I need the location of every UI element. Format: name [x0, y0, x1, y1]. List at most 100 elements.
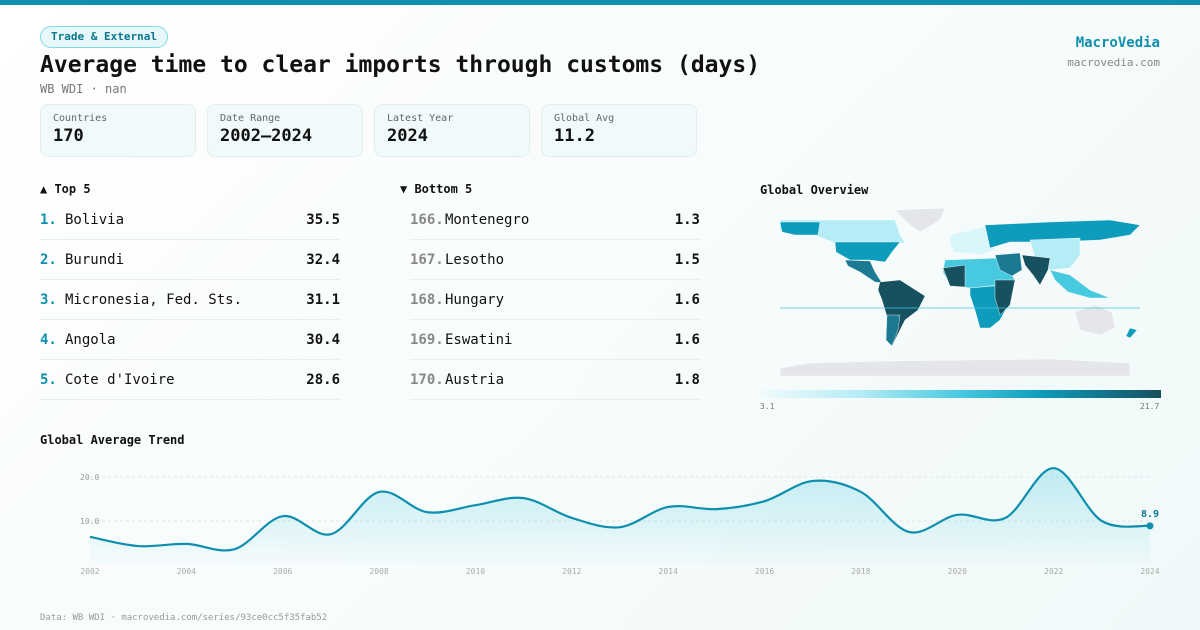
x-tick-label: 2022	[1044, 567, 1063, 576]
top5-heading: ▲ Top 5	[40, 182, 91, 196]
rank: 1.	[40, 211, 57, 228]
country-name: Angola	[65, 331, 116, 348]
rank: 4.	[40, 331, 57, 348]
rank: 170.	[410, 371, 444, 388]
country-name: Hungary	[445, 291, 505, 308]
rank: 169.	[410, 331, 444, 348]
x-tick-label: 2016	[755, 567, 774, 576]
footer-source: Data: WB WDI · macrovedia.com/series/93c…	[40, 613, 328, 623]
map-region-antarctica	[779, 358, 1131, 377]
country-name: Burundi	[65, 251, 125, 268]
rank: 5.	[40, 371, 57, 388]
trend-chart: 10.0 20.0 8.9 2002 2004 2006 2008 2010 2012 2014 2…	[80, 467, 1160, 576]
top5-list-item[interactable]: 5. Cote d'Ivoire 28.6	[40, 360, 340, 400]
x-tick-label: 2012	[562, 567, 581, 576]
country-value: 1.8	[674, 371, 700, 388]
map-region-africa-west	[942, 264, 966, 288]
color-scale-min: 3.1	[760, 402, 775, 411]
stat-card-countries: Countries 170	[40, 104, 196, 157]
x-tick-label: 2008	[369, 567, 388, 576]
map-region-argentina	[885, 314, 901, 347]
trend-line	[89, 467, 1151, 552]
brand-url[interactable]: macrovedia.com	[1067, 56, 1160, 69]
country-name: Eswatini	[445, 331, 513, 348]
bottom5-list-item[interactable]: 166. Montenegro 1.3	[410, 200, 700, 240]
y-tick-label: 10.0	[80, 517, 99, 526]
rank: 3.	[40, 291, 57, 308]
bottom5-list-item[interactable]: 168. Hungary 1.6	[410, 280, 700, 320]
stat-label: Countries	[53, 113, 108, 124]
country-value: 1.6	[674, 331, 700, 348]
stat-value: 170	[53, 126, 84, 146]
color-scale-max: 21.7	[1140, 402, 1160, 411]
map-region-mexico-central	[844, 259, 883, 284]
rank: 167.	[410, 251, 444, 268]
x-tick-label: 2006	[273, 567, 292, 576]
country-value: 1.5	[674, 251, 700, 268]
map-region-southeast-asia	[1049, 269, 1111, 299]
stat-label: Latest Year	[387, 113, 454, 124]
x-tick-label: 2004	[177, 567, 196, 576]
country-value: 32.4	[306, 251, 340, 268]
country-name: Cote d'Ivoire	[65, 371, 175, 388]
bottom5-list-item[interactable]: 170. Austria 1.8	[410, 360, 700, 400]
x-tick-label: 2010	[466, 567, 485, 576]
x-tick-label: 2002	[80, 567, 99, 576]
stat-card-latest-year: Latest Year 2024	[374, 104, 530, 157]
stat-card-date-range: Date Range 2002–2024	[207, 104, 363, 157]
top5-list-item[interactable]: 4. Angola 30.4	[40, 320, 340, 360]
map-region-usa	[834, 241, 901, 263]
country-value: 31.1	[306, 291, 340, 308]
map-region-new-zealand	[1125, 327, 1138, 339]
world-choropleth-map[interactable]	[750, 180, 1170, 400]
country-value: 1.3	[674, 211, 700, 228]
rank: 2.	[40, 251, 57, 268]
x-tick-label: 2014	[659, 567, 678, 576]
page-title: Average time to clear imports through cu…	[40, 52, 761, 78]
stat-value: 2024	[387, 126, 428, 146]
map-region-australia	[1074, 304, 1116, 336]
last-data-point	[1146, 522, 1154, 530]
category-badge[interactable]: Trade & External	[40, 26, 168, 48]
top5-list-item[interactable]: 2. Burundi 32.4	[40, 240, 340, 280]
x-tick-label: 2024	[1140, 567, 1159, 576]
country-name: Austria	[445, 371, 505, 388]
stat-value: 2002–2024	[220, 126, 313, 146]
color-scale-bar	[760, 390, 1161, 398]
trend-area	[90, 468, 1150, 565]
stat-label: Date Range	[220, 113, 281, 124]
y-tick-label: 20.0	[80, 473, 99, 482]
map-region-alaska	[779, 221, 821, 236]
map-region-russia	[984, 219, 1141, 249]
page-subtitle: WB WDI · nan	[40, 82, 127, 96]
map-heading: Global Overview	[760, 183, 869, 197]
country-value: 1.6	[674, 291, 700, 308]
map-region-africa-east	[994, 279, 1016, 316]
brand-logo[interactable]: MacroVedia	[1075, 35, 1160, 51]
country-name: Montenegro	[445, 211, 530, 228]
country-value: 28.6	[306, 371, 340, 388]
trend-chart-title: Global Average Trend	[40, 433, 185, 447]
stat-value: 11.2	[554, 126, 595, 146]
rank: 166.	[410, 211, 444, 228]
x-tick-label: 2020	[948, 567, 967, 576]
top5-list-item[interactable]: 1. Bolivia 35.5	[40, 200, 340, 240]
top5-list-item[interactable]: 3. Micronesia, Fed. Sts. 31.1	[40, 280, 340, 320]
bottom5-heading: ▼ Bottom 5	[400, 182, 473, 196]
map-region-south-america	[877, 279, 926, 347]
x-tick-label: 2018	[851, 567, 870, 576]
rank: 168.	[410, 291, 444, 308]
top-accent-bar	[0, 0, 1200, 5]
country-value: 35.5	[306, 211, 340, 228]
stat-card-global-avg: Global Avg 11.2	[541, 104, 697, 157]
map-region-middle-east	[994, 252, 1023, 277]
stat-label: Global Avg	[554, 113, 615, 124]
country-name: Lesotho	[445, 251, 505, 268]
bottom5-list-item[interactable]: 169. Eswatini 1.6	[410, 320, 700, 360]
country-name: Micronesia, Fed. Sts.	[65, 291, 243, 308]
bottom5-list-item[interactable]: 167. Lesotho 1.5	[410, 240, 700, 280]
last-value-label: 8.9	[1141, 509, 1159, 520]
map-region-india	[1021, 254, 1051, 286]
country-value: 30.4	[306, 331, 340, 348]
map-region-greenland	[894, 207, 946, 233]
